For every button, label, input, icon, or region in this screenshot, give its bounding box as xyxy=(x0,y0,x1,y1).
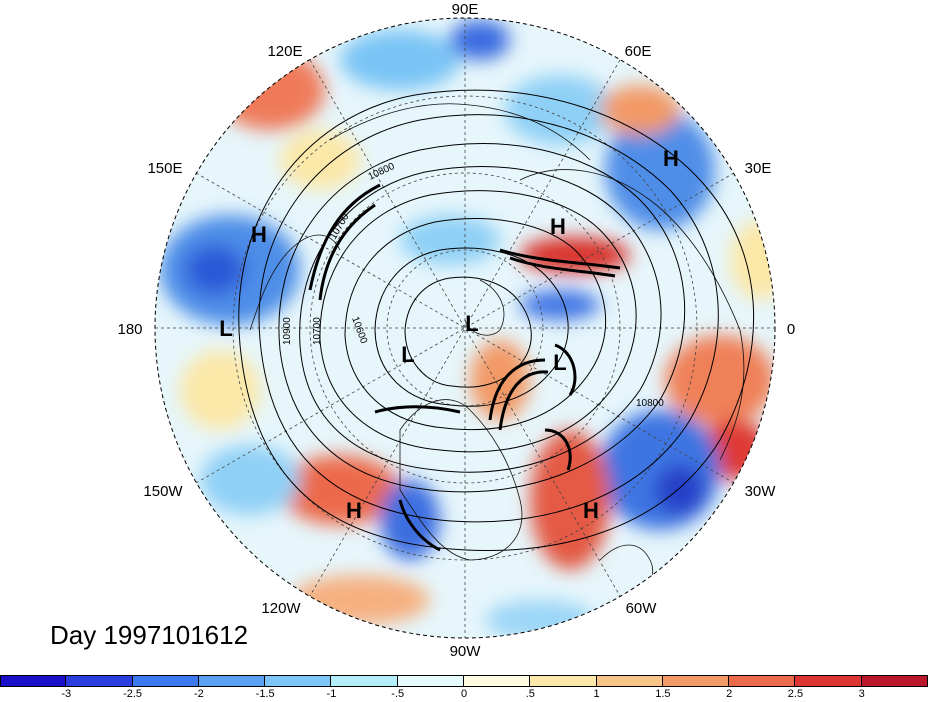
contour-label: 10900 xyxy=(282,317,293,345)
contour-label: 10800 xyxy=(636,398,664,409)
colorbar-swatch xyxy=(464,675,531,687)
colorbar-swatch xyxy=(66,675,133,687)
colorbar-swatch xyxy=(331,675,398,687)
colorbar-tick-label: 2.5 xyxy=(787,688,804,700)
colorbar-tick-label: -.5 xyxy=(391,688,405,700)
colorbar-tick-label: 1 xyxy=(593,688,600,700)
lon-label-150w: 150W xyxy=(143,483,183,500)
colorbar-tick-label: 2 xyxy=(726,688,733,700)
lon-label-90e: 90E xyxy=(452,1,479,18)
graticule xyxy=(155,18,775,638)
colorbar-tick-label: 1.5 xyxy=(655,688,671,700)
colorbar-swatch xyxy=(729,675,796,687)
lon-label-30e: 30E xyxy=(745,160,772,177)
colorbar-tick-label: .5 xyxy=(525,688,535,700)
lon-label-60e: 60E xyxy=(625,43,652,60)
colorbar-tick-label: -3 xyxy=(61,688,72,700)
colorbar-tick-label: -2 xyxy=(193,688,204,700)
lon-label-0: 0 xyxy=(787,321,795,338)
colorbar-swatch xyxy=(596,675,663,687)
high-pressure-center: H xyxy=(251,222,267,247)
colorbar-swatch xyxy=(132,675,199,687)
lon-label-120w: 120W xyxy=(261,600,301,617)
colorbar-frame xyxy=(0,675,928,687)
colorbar-swatch xyxy=(265,675,332,687)
high-pressure-center: H xyxy=(583,498,599,523)
colorbar-swatch xyxy=(397,675,464,687)
anomaly-field xyxy=(155,18,775,638)
colorbar: -3 -2.5 -2 -1.5 -1 -.5 0 .5 1 1.5 2 2.5 3 xyxy=(0,675,928,702)
lon-label-180: 180 xyxy=(117,321,142,338)
plot-title: Day 1997101612 xyxy=(50,620,249,650)
colorbar-tick-label: -2.5 xyxy=(123,688,143,700)
contour-label: 10700 xyxy=(312,317,323,345)
colorbar-swatch xyxy=(795,675,862,687)
low-pressure-center: L xyxy=(401,342,414,367)
coastlines xyxy=(249,103,745,611)
colorbar-tick-label: 3 xyxy=(858,688,865,700)
colorbar-swatch xyxy=(0,675,67,687)
high-pressure-center: H xyxy=(663,146,679,171)
lon-label-90w: 90W xyxy=(450,643,482,660)
low-pressure-center: L xyxy=(465,311,478,336)
polar-map: 90E 60E 30E 0 30W 60W 90W 120W 150W 180 … xyxy=(117,1,795,660)
height-contours xyxy=(238,89,755,551)
lon-label-120e: 120E xyxy=(267,43,302,60)
colorbar-swatch xyxy=(530,675,597,687)
colorbar-swatch xyxy=(198,675,266,687)
colorbar-tick-label: -1 xyxy=(326,688,337,700)
colorbar-tick-label: -1.5 xyxy=(255,688,275,700)
colorbar-tick-label: 0 xyxy=(460,688,468,700)
low-pressure-center: L xyxy=(219,316,232,341)
high-pressure-center: H xyxy=(346,498,362,523)
high-pressure-center: H xyxy=(550,214,566,239)
colorbar-swatch xyxy=(662,675,730,687)
map-boundary xyxy=(154,17,776,639)
jet-contours xyxy=(308,183,621,552)
lon-label-150e: 150E xyxy=(147,160,182,177)
lon-label-60w: 60W xyxy=(626,600,658,617)
lon-label-30w: 30W xyxy=(745,483,777,500)
low-pressure-center: L xyxy=(553,350,566,375)
